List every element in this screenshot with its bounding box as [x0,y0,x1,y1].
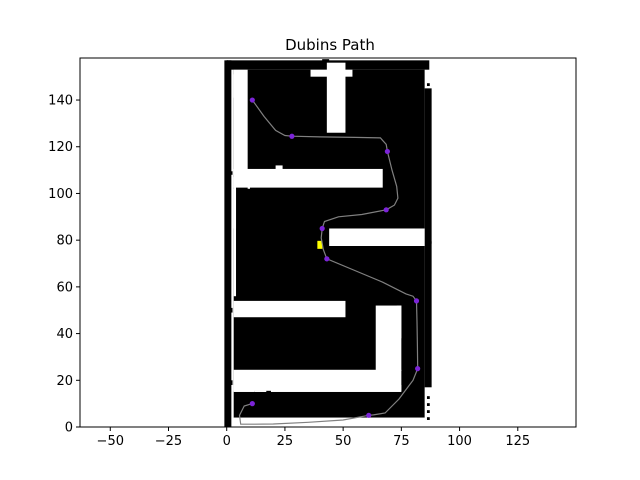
obstacle-block [229,380,233,385]
y-tick-label: 140 [48,94,73,109]
y-tick-label: 80 [56,234,73,249]
y-tick-label: 0 [65,421,73,436]
y-tick-label: 20 [56,374,73,389]
obstacle-block [426,417,430,420]
waypoint-marker [415,366,421,372]
axes-frame [79,57,577,428]
obstacle-block [226,60,232,427]
x-tick-label: 125 [505,434,530,449]
free-corridor [233,384,255,392]
goal-marker [317,240,323,249]
x-tick-label: −25 [155,434,182,449]
x-tick-label: −50 [97,434,124,449]
waypoint-marker [413,298,420,304]
obstacle-block [426,403,430,406]
waypoint-marker [366,412,372,418]
y-tick-label: 120 [48,140,73,155]
plot-area [224,59,432,427]
obstacle-block [224,60,228,427]
waypoint-marker [289,133,295,139]
obstacle-block [426,241,432,244]
free-corridor [233,74,241,98]
waypoint-marker [319,225,325,232]
free-corridor [326,62,346,133]
obstacle-block [426,410,430,413]
waypoint-marker [249,97,255,103]
waypoint-marker [249,401,255,407]
x-tick-label: 75 [393,434,410,449]
free-corridor [275,165,283,185]
waypoint-marker [324,256,330,262]
free-corridor [233,168,383,188]
x-tick-label: 25 [277,434,294,449]
x-tick-label: 50 [335,434,352,449]
waypoint-marker [384,148,390,155]
free-corridor [233,300,346,318]
y-tick-label: 60 [56,280,73,295]
free-corridor [396,305,402,339]
y-tick-label: 40 [56,327,73,342]
free-corridor [329,228,425,247]
free-corridor [233,188,237,297]
x-tick-label: 0 [223,434,231,449]
free-corridor [254,390,267,392]
obstacle-block [424,88,432,388]
obstacle-block [322,59,330,63]
obstacle-block [229,307,233,313]
y-tick-label: 100 [48,187,73,202]
axis-ticks: −50 −25 0 25 50 75 100 125 0 20 40 60 80 100 120 140 [48,94,530,449]
obstacle-block [426,396,430,399]
obstacle-block [229,171,233,175]
waypoint-marker [383,207,389,213]
free-corridor [247,177,250,189]
x-tick-label: 100 [447,434,472,449]
free-corridor [310,69,353,77]
obstacle-block [426,83,430,87]
chart-title: Dubins Path [285,36,375,54]
free-corridor [270,384,402,392]
